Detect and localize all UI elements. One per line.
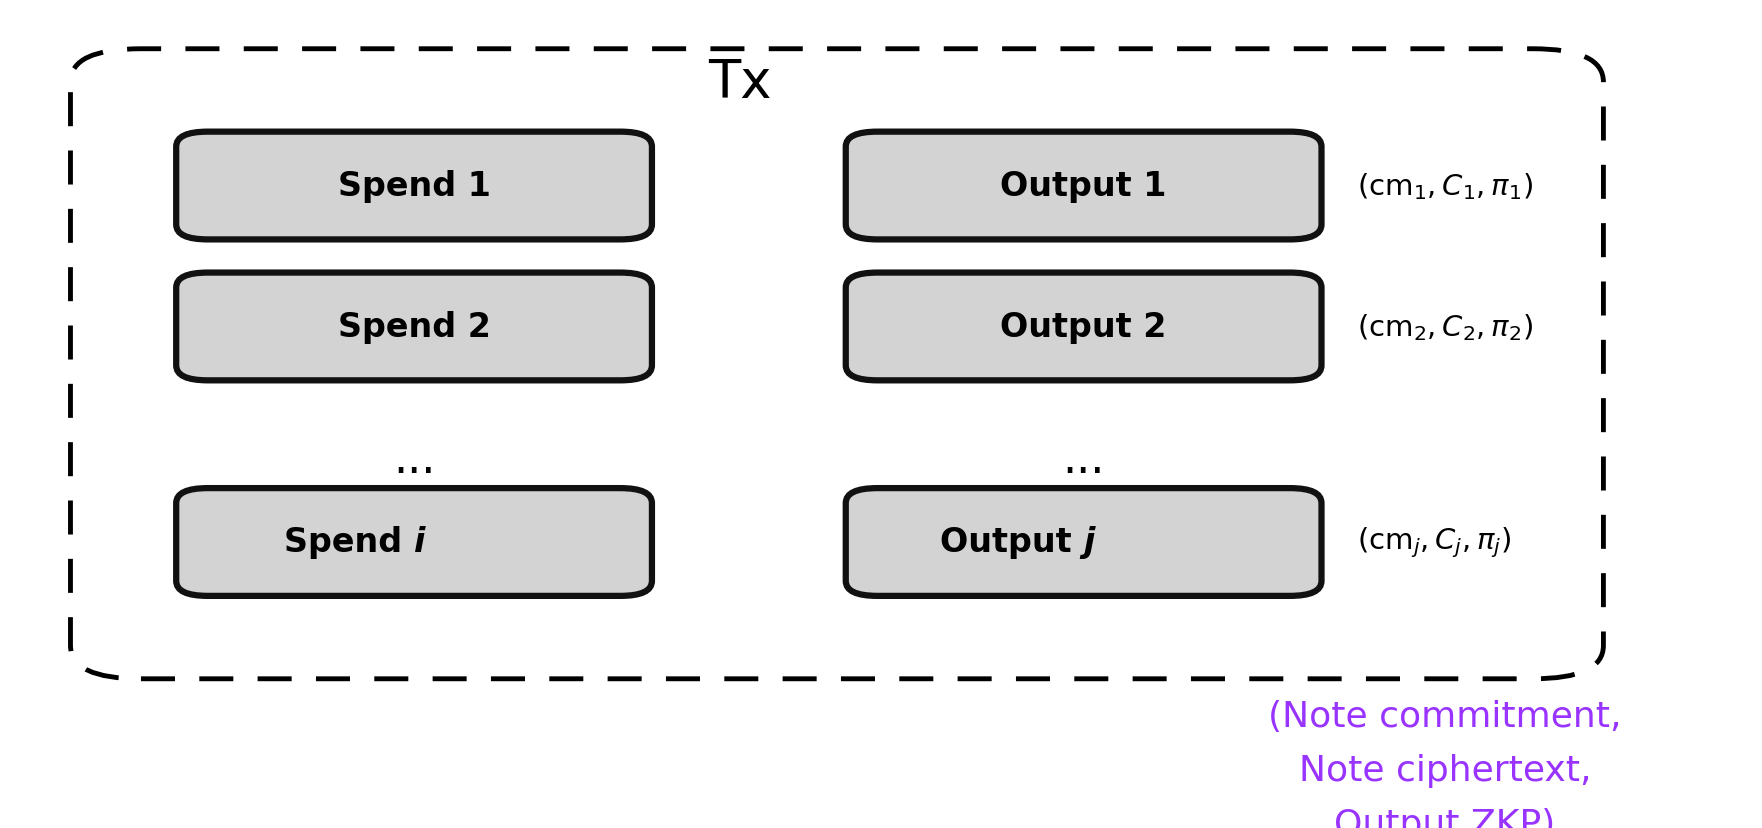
FancyBboxPatch shape: [176, 132, 652, 240]
Text: Spend 2: Spend 2: [338, 310, 490, 344]
Text: ...: ...: [393, 438, 435, 481]
FancyBboxPatch shape: [176, 273, 652, 381]
Text: Output ZKP): Output ZKP): [1334, 806, 1556, 828]
Text: $(\mathrm{cm}_1, C_1, \pi_1)$: $(\mathrm{cm}_1, C_1, \pi_1)$: [1357, 171, 1533, 202]
Text: Output 2: Output 2: [1001, 310, 1166, 344]
Text: (Note commitment,: (Note commitment,: [1269, 699, 1621, 734]
FancyBboxPatch shape: [846, 489, 1322, 596]
Text: Tx: Tx: [708, 57, 772, 108]
Text: $(\mathrm{cm}_j, C_j, \pi_j)$: $(\mathrm{cm}_j, C_j, \pi_j)$: [1357, 525, 1510, 560]
FancyBboxPatch shape: [846, 132, 1322, 240]
Text: Output 1: Output 1: [1001, 170, 1166, 203]
FancyBboxPatch shape: [846, 273, 1322, 381]
Text: Spend: Spend: [284, 526, 414, 559]
Text: Output: Output: [941, 526, 1084, 559]
FancyBboxPatch shape: [70, 50, 1603, 679]
Text: ...: ...: [1062, 438, 1105, 481]
Text: Note ciphertext,: Note ciphertext,: [1299, 753, 1591, 787]
Text: Spend 1: Spend 1: [338, 170, 490, 203]
Text: i: i: [414, 526, 426, 559]
Text: $(\mathrm{cm}_2, C_2, \pi_2)$: $(\mathrm{cm}_2, C_2, \pi_2)$: [1357, 311, 1533, 343]
Text: j: j: [1084, 526, 1096, 559]
FancyBboxPatch shape: [176, 489, 652, 596]
